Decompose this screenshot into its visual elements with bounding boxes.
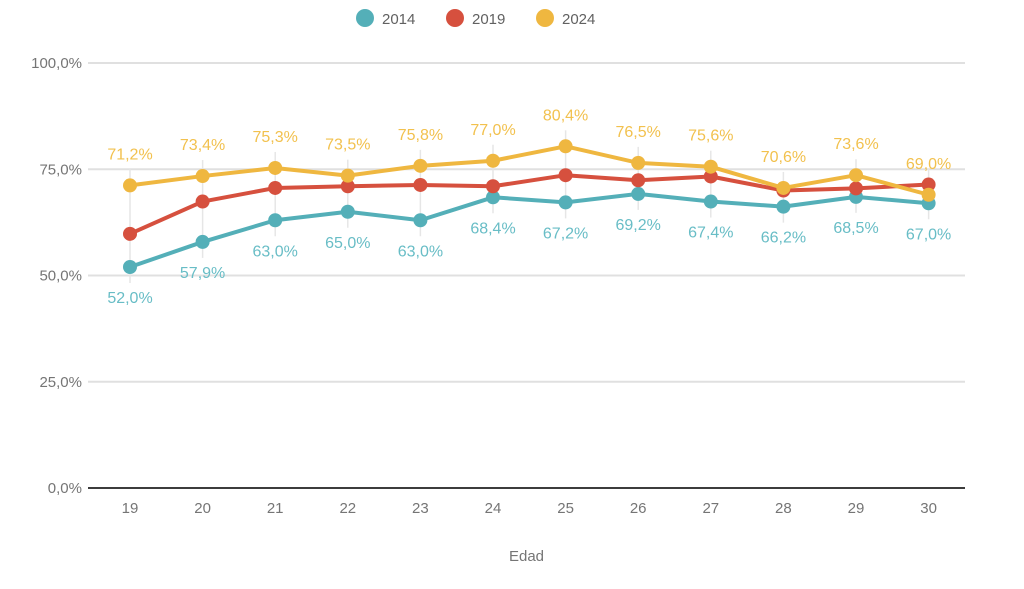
- x-tick-label: 28: [775, 500, 792, 517]
- data-point-2014-19[interactable]: [123, 260, 137, 274]
- x-tick-label: 23: [412, 500, 429, 517]
- data-label-2024: 71,2%: [107, 146, 152, 163]
- data-point-2024-19[interactable]: [123, 178, 137, 193]
- x-tick-label: 21: [267, 500, 284, 517]
- x-tick-label: 25: [557, 500, 574, 517]
- x-tick-label: 20: [194, 500, 211, 517]
- data-label-2014: 67,2%: [543, 225, 588, 242]
- data-label-2024: 70,6%: [761, 149, 806, 166]
- y-tick-label: 0,0%: [48, 480, 82, 497]
- data-label-2024: 80,4%: [543, 107, 588, 124]
- data-label-2024: 73,6%: [833, 136, 878, 153]
- data-point-2019-30[interactable]: [921, 177, 936, 192]
- data-point-2019-27[interactable]: [703, 169, 718, 184]
- x-axis-title: Edad: [509, 548, 544, 565]
- data-label-2024: 75,3%: [253, 129, 298, 146]
- data-label-2014: 68,5%: [833, 220, 878, 237]
- data-point-2019-20[interactable]: [195, 194, 210, 209]
- series-line-2019: [128, 173, 931, 236]
- data-point-2014-26[interactable]: [631, 186, 646, 201]
- data-label-2014: 63,0%: [253, 243, 298, 260]
- data-point-2014-20[interactable]: [195, 234, 210, 249]
- y-tick-label: 50,0%: [39, 268, 82, 285]
- data-label-2024: 75,8%: [398, 127, 443, 144]
- legend-item-2014[interactable]: 2014: [356, 9, 415, 28]
- data-label-2014: 52,0%: [107, 290, 152, 307]
- x-tick-label: 27: [702, 500, 719, 517]
- data-point-2019-19[interactable]: [123, 226, 137, 241]
- legend-label-2019: 2019: [472, 11, 505, 28]
- y-tick-label: 100,0%: [31, 55, 82, 72]
- legend-marker-2024: [536, 9, 554, 27]
- data-point-2024-21[interactable]: [268, 160, 283, 175]
- data-label-2014: 66,2%: [761, 230, 806, 247]
- data-label-2014: 68,4%: [470, 220, 515, 237]
- data-point-2024-23[interactable]: [413, 158, 428, 173]
- legend-marker-2014: [356, 9, 374, 27]
- data-point-2014-23[interactable]: [413, 213, 428, 228]
- series-line-2024: [128, 144, 931, 197]
- data-label-2014: 67,4%: [688, 225, 733, 242]
- legend-item-2024[interactable]: 2024: [536, 9, 595, 28]
- data-point-2019-25[interactable]: [558, 168, 573, 183]
- x-tick-label: 30: [920, 500, 937, 517]
- x-tick-label: 26: [630, 500, 647, 517]
- legend-label-2014: 2014: [382, 11, 415, 28]
- data-point-2024-28[interactable]: [776, 180, 791, 195]
- data-point-2024-29[interactable]: [849, 168, 863, 183]
- data-point-2024-20[interactable]: [195, 169, 210, 184]
- data-point-2024-26[interactable]: [631, 155, 646, 170]
- data-point-2019-26[interactable]: [631, 173, 646, 188]
- x-tick-label: 22: [339, 500, 356, 517]
- data-label-2014: 65,0%: [325, 235, 370, 252]
- data-label-2024: 69,0%: [906, 156, 951, 173]
- x-tick-label: 19: [122, 500, 139, 517]
- legend-item-2019[interactable]: 2019: [446, 9, 505, 28]
- data-label-2024: 76,5%: [616, 124, 661, 141]
- x-tick-label: 29: [848, 500, 865, 517]
- data-label-2024: 73,5%: [325, 137, 370, 154]
- data-point-2014-27[interactable]: [703, 194, 718, 209]
- series-line-2014: [128, 191, 931, 269]
- legend-marker-2019: [446, 9, 464, 27]
- data-point-2019-21[interactable]: [268, 180, 283, 195]
- x-tick-label: 24: [485, 500, 502, 517]
- data-point-2014-22[interactable]: [340, 204, 355, 219]
- data-point-2024-24[interactable]: [486, 153, 500, 168]
- data-label-2024: 73,4%: [180, 137, 225, 154]
- data-label-2014: 57,9%: [180, 265, 225, 282]
- data-point-2014-21[interactable]: [268, 213, 283, 228]
- data-point-2024-30[interactable]: [921, 187, 936, 202]
- y-tick-label: 75,0%: [39, 161, 82, 178]
- data-point-2024-27[interactable]: [703, 159, 718, 174]
- data-label-2014: 69,2%: [616, 217, 661, 234]
- data-point-2014-24[interactable]: [486, 190, 500, 205]
- data-label-2024: 75,6%: [688, 128, 733, 145]
- y-tick-label: 25,0%: [39, 374, 82, 391]
- data-label-2014: 63,0%: [398, 243, 443, 260]
- data-point-2019-23[interactable]: [413, 177, 428, 192]
- legend-label-2024: 2024: [562, 11, 595, 28]
- data-label-2024: 77,0%: [470, 122, 515, 139]
- data-point-2014-28[interactable]: [776, 199, 791, 214]
- data-point-2014-25[interactable]: [558, 195, 573, 210]
- data-label-2014: 67,0%: [906, 226, 951, 243]
- data-point-2019-29[interactable]: [849, 181, 863, 196]
- data-point-2024-22[interactable]: [340, 168, 355, 183]
- data-point-2024-25[interactable]: [558, 139, 573, 154]
- data-point-2019-24[interactable]: [486, 179, 500, 194]
- data-point-2019-22[interactable]: [340, 179, 355, 194]
